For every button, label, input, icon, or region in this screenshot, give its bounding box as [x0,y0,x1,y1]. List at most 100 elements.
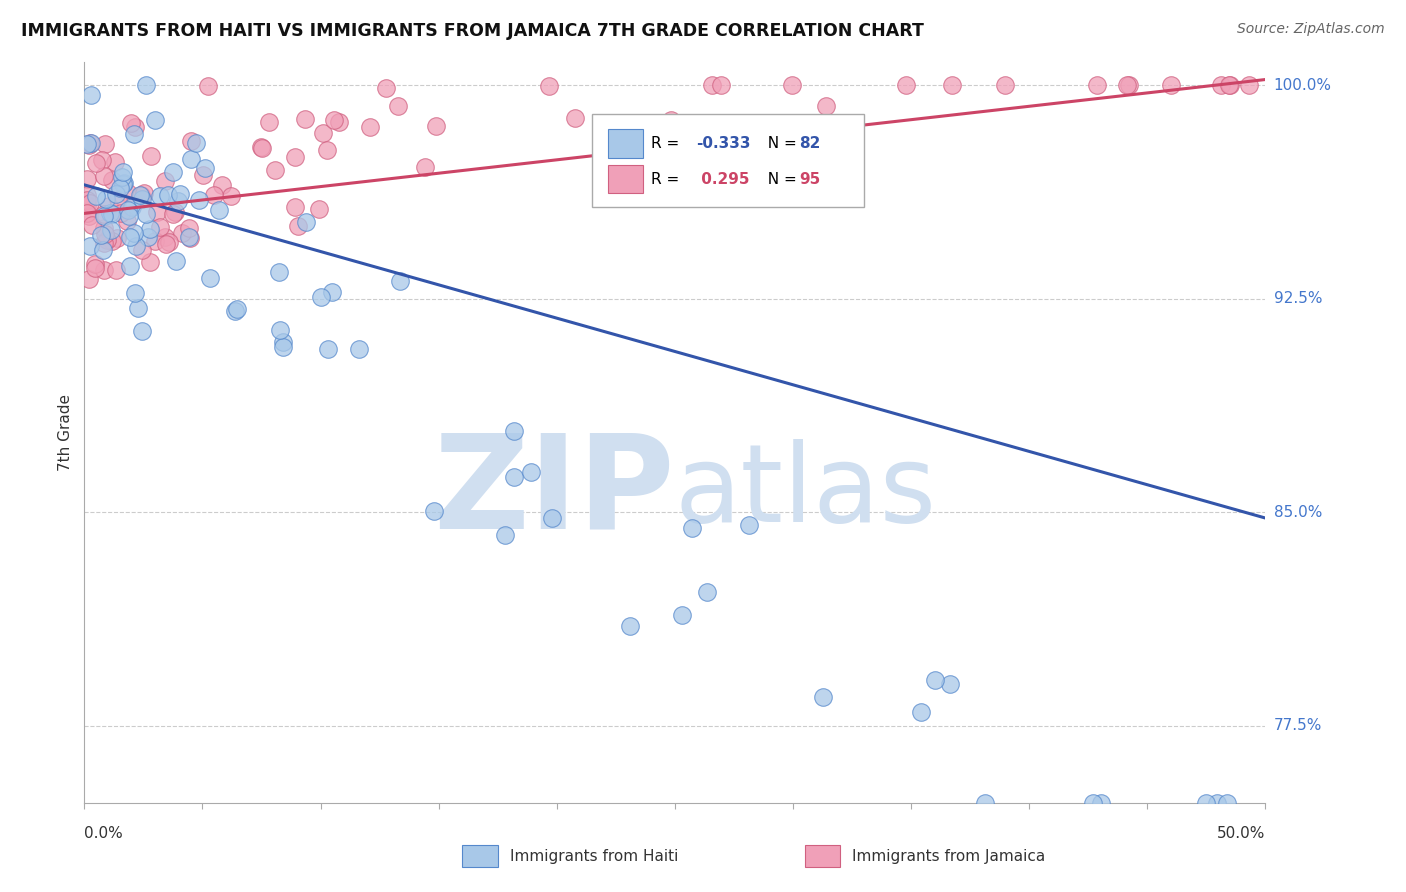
Point [294,112,316,126]
Text: Source: ZipAtlas.com: Source: ZipAtlas.com [1237,22,1385,37]
Point [122,127,145,141]
Point [93,169,115,183]
Point [104,186,127,201]
Point [104,155,127,169]
Point [1216,796,1239,810]
Point [1115,78,1137,93]
Point [98,199,121,213]
Text: 0.0%: 0.0% [84,826,124,840]
Point [910,705,932,719]
Point [312,126,335,140]
Point [120,116,142,130]
Point [191,168,214,182]
Point [124,285,146,300]
Point [425,119,447,133]
Point [387,99,409,113]
Point [135,206,157,220]
Point [118,210,141,224]
Point [503,424,526,438]
Text: Immigrants from Jamaica: Immigrants from Jamaica [852,848,1045,863]
Point [284,150,307,164]
Point [269,323,291,337]
Text: N =: N = [758,136,801,151]
Point [135,78,157,93]
Point [149,220,172,235]
Text: atlas: atlas [675,439,936,545]
Point [1218,78,1240,93]
Point [250,140,273,154]
Point [94,136,117,151]
Text: R =: R = [651,136,685,151]
Point [104,262,127,277]
Point [1118,78,1140,93]
Point [139,222,162,236]
Point [710,78,733,93]
Point [101,234,124,248]
Point [413,160,436,174]
Point [165,254,187,268]
Point [76,188,98,202]
Point [180,152,202,166]
Point [263,163,285,178]
Point [323,113,346,128]
Point [328,115,350,129]
Point [129,188,152,202]
Text: 82: 82 [799,136,820,151]
Point [155,237,177,252]
Point [77,138,100,153]
Text: 85.0%: 85.0% [1274,505,1322,520]
Point [90,228,112,243]
Text: Immigrants from Haiti: Immigrants from Haiti [509,848,678,863]
FancyBboxPatch shape [463,845,498,867]
Point [700,78,723,93]
Point [84,156,107,170]
Point [162,165,184,179]
Point [211,178,233,193]
Point [83,257,105,271]
Point [316,342,339,356]
Point [1081,796,1104,810]
Point [111,177,134,191]
Y-axis label: 7th Grade: 7th Grade [58,394,73,471]
Point [359,120,381,134]
Point [101,207,124,221]
Point [98,205,121,219]
Point [76,206,98,220]
FancyBboxPatch shape [607,129,643,158]
Text: 77.5%: 77.5% [1274,718,1322,733]
Point [388,274,411,288]
Point [503,470,526,484]
Point [170,226,193,240]
Point [84,261,107,276]
Point [107,192,129,206]
Point [1237,78,1260,93]
Point [208,202,231,217]
Point [659,113,682,128]
Point [780,78,803,93]
Point [938,677,960,691]
Text: 100.0%: 100.0% [1274,78,1331,93]
Point [271,340,294,354]
Point [321,285,343,299]
Point [162,207,184,221]
Point [219,189,242,203]
Point [202,187,225,202]
Point [112,176,135,190]
Point [520,465,543,479]
Point [76,193,98,207]
Point [180,134,202,148]
Point [79,136,101,150]
Point [76,172,98,186]
Point [188,193,211,207]
Point [194,161,217,176]
Point [316,143,339,157]
Point [814,99,837,113]
Point [811,690,834,705]
Point [139,254,162,268]
Point [117,202,139,217]
Point [179,229,201,244]
Point [93,263,115,277]
Point [94,227,117,242]
Point [671,608,693,623]
Point [131,324,153,338]
